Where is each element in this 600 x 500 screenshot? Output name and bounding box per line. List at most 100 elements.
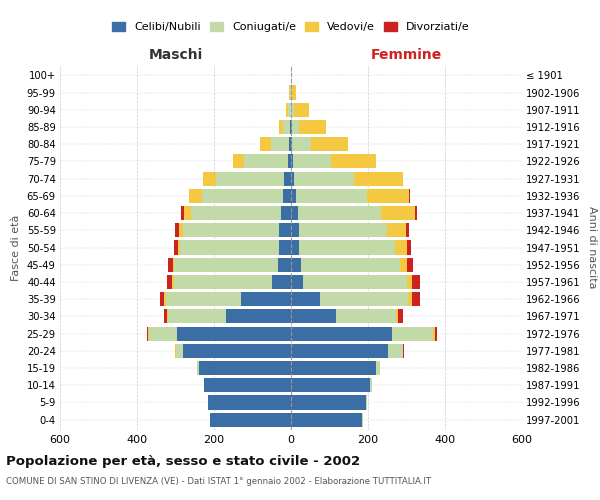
Bar [202,189,283,203]
Bar [299,240,395,254]
Bar [412,292,420,306]
Bar [164,310,167,324]
Bar [166,292,241,306]
Bar [304,275,407,289]
Bar [280,240,291,254]
Bar [311,137,349,152]
Bar [205,378,291,392]
Bar [291,206,298,220]
Bar [293,154,331,168]
Bar [412,275,419,289]
Bar [191,206,281,220]
Bar [281,206,291,220]
Bar [175,258,278,272]
Bar [354,172,403,185]
Bar [290,86,291,100]
Bar [278,120,283,134]
Bar [293,102,309,117]
Bar [292,137,311,152]
Bar [292,102,293,117]
Bar [320,292,409,306]
Bar [291,378,370,392]
Bar [388,344,403,358]
Bar [296,189,367,203]
Text: Femmine: Femmine [371,48,442,62]
Bar [208,396,291,409]
Bar [299,120,326,134]
Bar [188,189,190,203]
Bar [434,326,437,340]
Y-axis label: Fasce di età: Fasce di età [11,214,21,280]
Bar [149,326,178,340]
Bar [392,326,433,340]
Bar [407,275,412,289]
Bar [167,275,172,289]
Bar [291,396,366,409]
Bar [294,172,354,185]
Bar [215,172,284,185]
Bar [291,275,304,289]
Bar [291,172,294,185]
Bar [415,206,416,220]
Bar [409,292,412,306]
Bar [395,240,407,254]
Bar [233,154,244,168]
Bar [203,172,215,185]
Bar [190,189,202,203]
Text: COMUNE DI SAN STINO DI LIVENZA (VE) - Dati ISTAT 1° gennaio 2002 - Elaborazione : COMUNE DI SAN STINO DI LIVENZA (VE) - Da… [6,478,431,486]
Bar [173,258,175,272]
Bar [409,189,410,203]
Bar [291,326,392,340]
Bar [396,310,398,324]
Bar [173,275,272,289]
Bar [278,258,291,272]
Bar [381,206,415,220]
Bar [183,344,291,358]
Bar [146,326,148,340]
Bar [406,223,409,238]
Bar [289,137,291,152]
Bar [168,258,173,272]
Bar [184,206,191,220]
Bar [286,102,287,117]
Bar [407,240,411,254]
Bar [376,361,380,375]
Bar [287,102,290,117]
Bar [291,361,376,375]
Bar [283,189,291,203]
Bar [291,344,388,358]
Bar [398,310,403,324]
Bar [226,310,291,324]
Bar [291,292,320,306]
Bar [278,223,291,238]
Bar [299,223,387,238]
Bar [164,292,166,306]
Bar [291,310,337,324]
Bar [291,189,296,203]
Bar [291,240,299,254]
Bar [180,240,280,254]
Bar [331,154,376,168]
Text: Popolazione per età, sesso e stato civile - 2002: Popolazione per età, sesso e stato civil… [6,455,360,468]
Bar [291,86,292,100]
Bar [337,310,396,324]
Bar [292,86,296,100]
Bar [197,361,199,375]
Bar [298,206,381,220]
Bar [178,240,180,254]
Bar [301,258,400,272]
Bar [290,120,291,134]
Bar [272,275,291,289]
Bar [366,396,367,409]
Bar [291,120,292,134]
Bar [288,154,291,168]
Text: Maschi: Maschi [148,48,203,62]
Bar [181,206,184,220]
Bar [289,86,290,100]
Bar [260,137,271,152]
Bar [433,326,434,340]
Bar [291,137,292,152]
Bar [403,344,404,358]
Bar [175,240,178,254]
Bar [183,223,278,238]
